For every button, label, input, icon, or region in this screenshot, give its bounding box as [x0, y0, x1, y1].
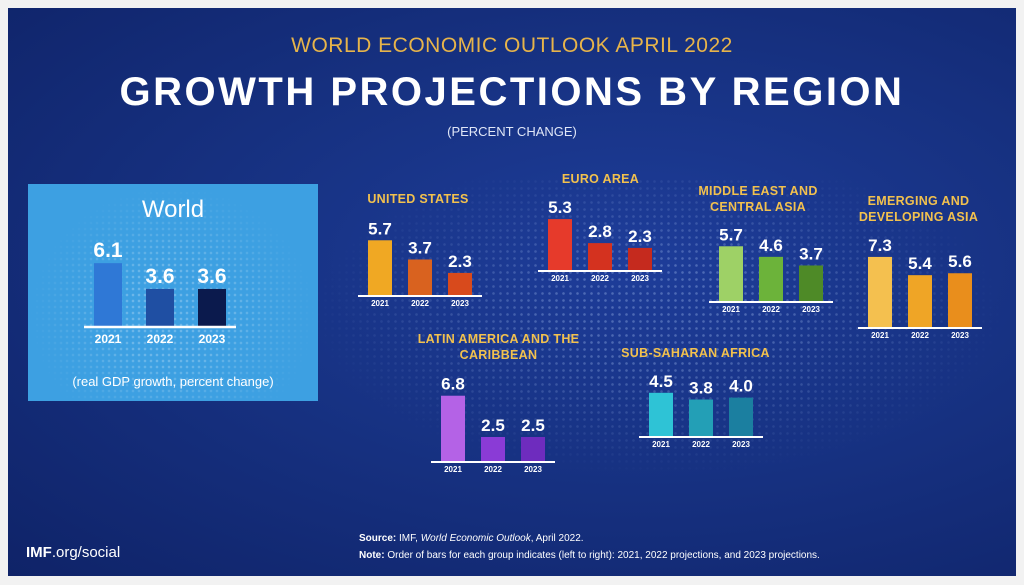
- value-label-latin-america-and-the-caribbean-2021: 6.8: [441, 375, 465, 394]
- infographic: WORLD ECONOMIC OUTLOOK APRIL 2022 GROWTH…: [8, 8, 1016, 576]
- bar-latin-america-and-the-caribbean-2021: [441, 395, 465, 461]
- bar-latin-america-and-the-caribbean-2023: [521, 437, 545, 461]
- world-panel-title: World: [141, 196, 205, 223]
- bar-group-middle-east-and-central-asia: 5.7 2021 4.6 2022 3.7 2023: [709, 225, 833, 314]
- logo-suffix: .org/social: [51, 544, 121, 561]
- value-label-sub-saharan-africa-2023: 4.0: [729, 377, 753, 396]
- value-label-united-states-2022: 3.7: [408, 238, 432, 257]
- bar-group-world: 6.1 2021 3.6 2022 3.6 2023: [84, 239, 236, 346]
- value-label-sub-saharan-africa-2022: 3.8: [689, 379, 713, 398]
- imf-logo[interactable]: IMF.org/social: [26, 544, 120, 561]
- value-label-sub-saharan-africa-2021: 4.5: [649, 372, 673, 391]
- bar-emerging-and-developing-asia-2023: [948, 273, 972, 327]
- year-label-sub-saharan-africa-2023: 2023: [732, 440, 750, 449]
- note-text: Order of bars for each group indicates (…: [387, 550, 820, 561]
- bar-group-sub-saharan-africa: 4.5 2021 3.8 2022 4.0 2023: [639, 372, 763, 449]
- value-label-middle-east-and-central-asia-2023: 3.7: [799, 244, 823, 263]
- bar-euro-area-2022: [588, 243, 612, 270]
- value-label-euro-area-2023: 2.3: [628, 227, 652, 246]
- region-label-euro-area: EURO AREA: [561, 172, 640, 186]
- bar-world-2023: [198, 288, 226, 326]
- value-label-middle-east-and-central-asia-2021: 5.7: [719, 225, 743, 244]
- region-label-latin-america: LATIN AMERICA AND THE CARIBBEAN: [417, 332, 580, 362]
- year-label-latin-america-and-the-caribbean-2022: 2022: [484, 465, 502, 474]
- year-label-latin-america-and-the-caribbean-2021: 2021: [444, 465, 462, 474]
- value-label-united-states-2023: 2.3: [448, 252, 472, 271]
- value-label-euro-area-2022: 2.8: [588, 222, 612, 241]
- value-label-latin-america-and-the-caribbean-2022: 2.5: [481, 416, 505, 435]
- bar-euro-area-2021: [548, 219, 572, 270]
- region-label-united-states: UNITED STATES: [367, 192, 469, 206]
- source-text-1: IMF,: [399, 533, 421, 544]
- year-label-sub-saharan-africa-2021: 2021: [652, 440, 670, 449]
- value-label-emerging-and-developing-asia-2023: 5.6: [948, 252, 972, 271]
- bar-sub-saharan-africa-2022: [689, 399, 713, 436]
- year-label-euro-area-2023: 2023: [631, 274, 649, 283]
- year-label-latin-america-and-the-caribbean-2023: 2023: [524, 465, 542, 474]
- year-label-united-states-2022: 2022: [411, 299, 429, 308]
- year-label-united-states-2021: 2021: [371, 299, 389, 308]
- year-label-middle-east-and-central-asia-2022: 2022: [762, 305, 780, 314]
- year-label-emerging-and-developing-asia-2023: 2023: [951, 331, 969, 340]
- year-label-united-states-2023: 2023: [451, 299, 469, 308]
- bar-group-latin-america-and-the-caribbean: 6.8 2021 2.5 2022 2.5 2023: [431, 375, 555, 474]
- bar-middle-east-and-central-asia-2023: [799, 265, 823, 301]
- bar-euro-area-2023: [628, 247, 652, 270]
- logo-brand: IMF: [26, 544, 52, 561]
- value-label-world-2022: 3.6: [145, 265, 174, 288]
- year-label-world-2022: 2022: [147, 332, 174, 346]
- bar-group-united-states: 5.7 2021 3.7 2022 2.3 2023: [358, 219, 482, 308]
- bar-emerging-and-developing-asia-2022: [908, 275, 932, 327]
- value-label-middle-east-and-central-asia-2022: 4.6: [759, 236, 783, 255]
- year-label-middle-east-and-central-asia-2021: 2021: [722, 305, 740, 314]
- value-label-emerging-and-developing-asia-2021: 7.3: [868, 236, 892, 255]
- value-label-latin-america-and-the-caribbean-2023: 2.5: [521, 416, 545, 435]
- year-label-sub-saharan-africa-2022: 2022: [692, 440, 710, 449]
- year-label-middle-east-and-central-asia-2023: 2023: [802, 305, 820, 314]
- bar-united-states-2023: [448, 272, 472, 295]
- source-note: Source: IMF, World Economic Outlook, Apr…: [359, 530, 820, 564]
- bar-group-euro-area: 5.3 2021 2.8 2022 2.3 2023: [538, 198, 662, 283]
- note-label: Note:: [359, 550, 385, 561]
- bar-united-states-2022: [408, 259, 432, 295]
- source-text-3: , April 2022.: [530, 533, 584, 544]
- page-title: GROWTH PROJECTIONS BY REGION: [119, 70, 905, 114]
- year-label-world-2021: 2021: [95, 332, 122, 346]
- bar-group-emerging-and-developing-asia: 7.3 2021 5.4 2022 5.6 2023: [858, 236, 982, 340]
- region-label-sub-saharan-africa: SUB-SAHARAN AFRICA: [621, 346, 770, 360]
- bar-middle-east-and-central-asia-2021: [719, 246, 743, 301]
- region-label-emerging-asia: EMERGING AND DEVELOPING ASIA: [858, 194, 979, 224]
- value-label-euro-area-2021: 5.3: [548, 198, 572, 217]
- bar-sub-saharan-africa-2021: [649, 392, 673, 436]
- value-label-world-2021: 6.1: [93, 239, 123, 262]
- bar-emerging-and-developing-asia-2021: [868, 256, 892, 327]
- value-label-united-states-2021: 5.7: [368, 219, 392, 238]
- bar-latin-america-and-the-caribbean-2022: [481, 437, 505, 461]
- world-panel-footnote: (real GDP growth, percent change): [72, 374, 274, 389]
- source-text-2: World Economic Outlook: [420, 533, 531, 544]
- region-label-middle-east: MIDDLE EAST AND CENTRAL ASIA: [698, 184, 818, 214]
- value-label-world-2023: 3.6: [197, 265, 226, 288]
- bar-world-2022: [146, 288, 174, 326]
- source-label: Source:: [359, 533, 397, 544]
- year-label-euro-area-2022: 2022: [591, 274, 609, 283]
- bar-middle-east-and-central-asia-2022: [759, 256, 783, 301]
- year-label-world-2023: 2023: [199, 332, 226, 346]
- bar-world-2021: [94, 263, 122, 326]
- bar-united-states-2021: [368, 240, 392, 295]
- year-label-emerging-and-developing-asia-2021: 2021: [871, 331, 889, 340]
- value-label-emerging-and-developing-asia-2022: 5.4: [908, 254, 932, 273]
- unit-label: (PERCENT CHANGE): [447, 124, 577, 139]
- year-label-emerging-and-developing-asia-2022: 2022: [911, 331, 929, 340]
- report-subtitle: WORLD ECONOMIC OUTLOOK APRIL 2022: [291, 34, 733, 57]
- year-label-euro-area-2021: 2021: [551, 274, 569, 283]
- bar-charts: 6.1 2021 3.6 2022 3.6 2023 5.7 2021 3.7 2022 2.3 20…: [84, 198, 982, 474]
- bar-sub-saharan-africa-2023: [729, 397, 753, 436]
